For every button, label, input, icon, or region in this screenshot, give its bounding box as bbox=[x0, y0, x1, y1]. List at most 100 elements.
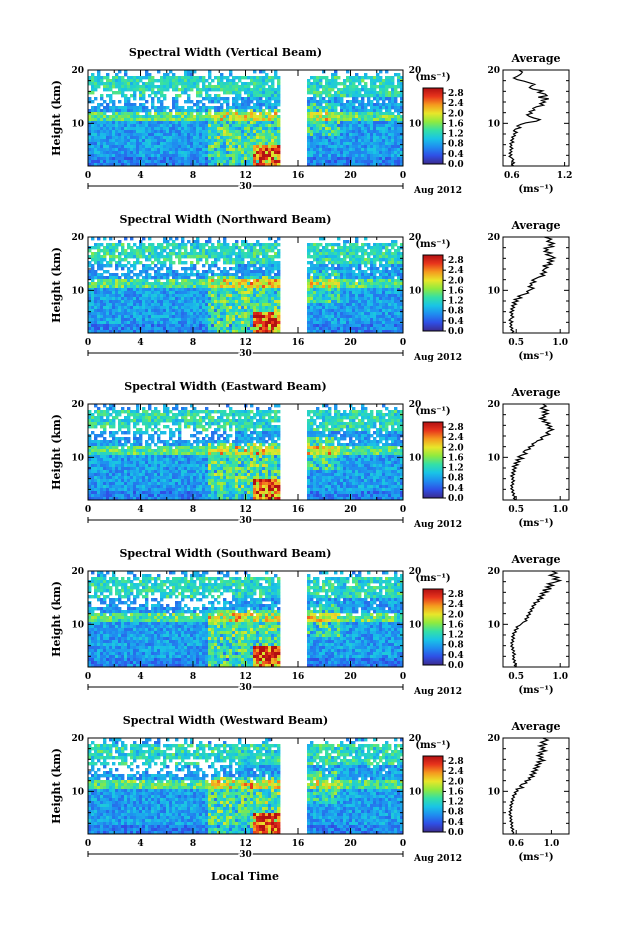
heatmap-cell bbox=[145, 291, 149, 295]
heatmap-cell bbox=[256, 136, 260, 140]
heatmap-cell bbox=[124, 70, 128, 74]
heatmap-cell bbox=[391, 297, 395, 301]
heatmap-cell bbox=[328, 282, 332, 286]
heatmap-cell bbox=[316, 124, 320, 128]
heatmap-cell bbox=[349, 82, 353, 86]
heatmap-cell bbox=[322, 273, 326, 277]
heatmap-cell bbox=[118, 139, 122, 143]
heatmap-cell bbox=[229, 121, 233, 125]
heatmap-cell bbox=[142, 264, 146, 268]
heatmap-cell bbox=[181, 303, 185, 307]
heatmap-cell bbox=[340, 100, 344, 104]
heatmap-cell bbox=[124, 148, 128, 152]
heatmap-cell bbox=[109, 109, 113, 113]
heatmap-cell bbox=[256, 121, 260, 125]
heatmap-cell bbox=[193, 243, 197, 247]
heatmap-cell bbox=[265, 267, 269, 271]
heatmap-cell bbox=[355, 294, 359, 298]
heatmap-cell bbox=[340, 151, 344, 155]
heatmap-cell bbox=[127, 124, 131, 128]
heatmap-cell bbox=[262, 145, 266, 149]
heatmap-cell bbox=[235, 288, 239, 292]
heatmap-cell bbox=[190, 106, 194, 110]
heatmap-cell bbox=[235, 97, 239, 101]
heatmap-cell bbox=[382, 157, 386, 161]
heatmap-cell bbox=[313, 127, 317, 131]
heatmap-cell bbox=[397, 136, 401, 140]
heatmap-cell bbox=[223, 312, 227, 316]
heatmap-cell bbox=[142, 160, 146, 164]
heatmap-cell bbox=[274, 154, 278, 158]
heatmap-cell bbox=[385, 88, 389, 92]
heatmap-cell bbox=[394, 255, 398, 259]
heatmap-cell bbox=[178, 282, 182, 286]
heatmap-cell bbox=[355, 136, 359, 140]
heatmap-cell bbox=[103, 142, 107, 146]
heatmap-cell bbox=[346, 154, 350, 158]
heatmap-cell bbox=[400, 88, 404, 92]
heatmap-cell bbox=[91, 136, 95, 140]
heatmap-cell bbox=[256, 276, 260, 280]
heatmap-cell bbox=[319, 163, 323, 167]
heatmap-cell bbox=[307, 243, 311, 247]
heatmap-cell bbox=[232, 312, 236, 316]
heatmap-cell bbox=[184, 252, 188, 256]
heatmap-cell bbox=[379, 246, 383, 250]
heatmap-cell bbox=[313, 145, 317, 149]
heatmap-cell bbox=[91, 112, 95, 116]
heatmap-cell bbox=[130, 124, 134, 128]
heatmap-cell bbox=[190, 294, 194, 298]
heatmap-cell bbox=[400, 127, 404, 131]
heatmap-cell bbox=[397, 103, 401, 107]
heatmap-cell bbox=[247, 148, 251, 152]
heatmap-cell bbox=[178, 115, 182, 119]
heatmap-cell bbox=[319, 315, 323, 319]
heatmap-cell bbox=[394, 88, 398, 92]
heatmap-cell bbox=[256, 249, 260, 253]
heatmap-cell bbox=[256, 85, 260, 89]
heatmap-cell bbox=[262, 160, 266, 164]
heatmap-cell bbox=[190, 297, 194, 301]
heatmap-cell bbox=[205, 285, 209, 289]
heatmap-cell bbox=[142, 312, 146, 316]
heatmap-cell bbox=[232, 112, 236, 116]
heatmap-cell bbox=[256, 288, 260, 292]
heatmap-cell bbox=[364, 312, 368, 316]
heatmap-cell bbox=[190, 115, 194, 119]
heatmap-cell bbox=[325, 273, 329, 277]
heatmap-cell bbox=[97, 106, 101, 110]
heatmap-cell bbox=[199, 252, 203, 256]
heatmap-cell bbox=[202, 276, 206, 280]
heatmap-cell bbox=[310, 130, 314, 134]
heatmap-cell bbox=[346, 294, 350, 298]
heatmap-cell bbox=[274, 306, 278, 310]
heatmap-cell bbox=[181, 118, 185, 122]
heatmap-cell bbox=[163, 112, 167, 116]
heatmap-cell bbox=[265, 246, 269, 250]
heatmap-cell bbox=[145, 297, 149, 301]
heatmap-cell bbox=[313, 288, 317, 292]
heatmap-cell bbox=[217, 148, 221, 152]
heatmap-cell bbox=[319, 133, 323, 137]
heatmap-cell bbox=[157, 270, 161, 274]
heatmap-cell bbox=[385, 267, 389, 271]
heatmap-cell bbox=[331, 100, 335, 104]
heatmap-cell bbox=[319, 306, 323, 310]
heatmap-cell bbox=[262, 264, 266, 268]
heatmap-cell bbox=[367, 258, 371, 262]
heatmap-cell bbox=[343, 306, 347, 310]
heatmap-cell bbox=[124, 103, 128, 107]
heatmap-cell bbox=[322, 139, 326, 143]
heatmap-cell bbox=[223, 249, 227, 253]
heatmap-cell bbox=[385, 270, 389, 274]
heatmap-cell bbox=[319, 237, 323, 241]
heatmap-cell bbox=[277, 118, 281, 122]
heatmap-cell bbox=[139, 285, 143, 289]
heatmap-cell bbox=[148, 309, 152, 313]
heatmap-cell bbox=[397, 112, 401, 116]
heatmap-cell bbox=[229, 154, 233, 158]
heatmap-cell bbox=[220, 97, 224, 101]
heatmap-cell bbox=[175, 300, 179, 304]
heatmap-cell bbox=[172, 73, 176, 77]
heatmap-cell bbox=[367, 276, 371, 280]
